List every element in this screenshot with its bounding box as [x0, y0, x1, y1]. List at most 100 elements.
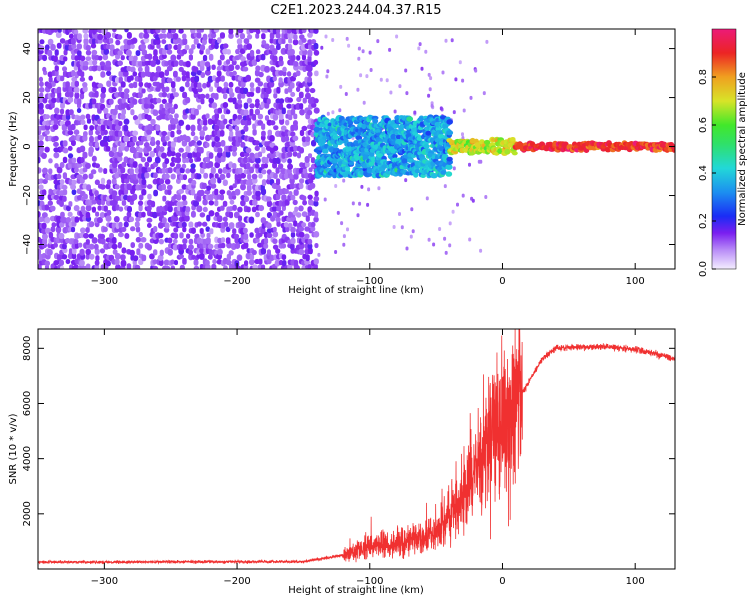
spectrogram-cell	[100, 177, 106, 185]
spectrogram-cell	[120, 145, 126, 151]
spectrogram-cell	[369, 68, 373, 72]
spectrogram-cell	[245, 74, 251, 82]
spectrogram-cell	[73, 238, 79, 245]
spectrogram-cell	[292, 61, 299, 67]
spectrogram-cell	[222, 102, 229, 109]
spectrogram-cell	[164, 222, 170, 229]
spectrogram-cell	[74, 80, 79, 87]
spectrogram-cell	[118, 120, 123, 127]
spectrogram-cell	[38, 134, 44, 141]
spectrogram-cell	[38, 184, 44, 191]
spectrogram-cell	[182, 226, 187, 233]
spectrogram-cell	[62, 66, 68, 72]
spectrogram-cell	[191, 210, 196, 218]
spectrogram-cell	[261, 123, 266, 130]
spectrogram-cell	[94, 163, 100, 169]
spectrogram-cell	[182, 33, 187, 40]
spectrogram-cell	[85, 254, 90, 260]
spectrogram-cell	[208, 210, 215, 217]
spectrogram-cell	[158, 259, 164, 267]
spectrogram-cell	[108, 150, 115, 158]
spectrogram-cell	[196, 140, 202, 146]
spectrogram-cell	[261, 146, 266, 154]
spectrogram-cell	[150, 136, 155, 143]
spectrogram-cell	[166, 31, 173, 39]
spectrogram-cell	[206, 232, 211, 238]
spectrogram-cell	[257, 81, 264, 87]
spectrogram-cell	[163, 259, 170, 266]
spectrogram-cell	[76, 43, 82, 50]
spectrogram-cell	[120, 81, 126, 88]
spectrogram-cell	[68, 201, 73, 207]
spectrogram-cell	[220, 242, 226, 249]
spectrogram-cell	[338, 108, 342, 113]
spectrogram-cell	[152, 109, 159, 116]
spectrogram-cell	[131, 37, 138, 44]
spectrogram-cell	[173, 103, 178, 110]
spectrogram-cell	[226, 172, 231, 179]
spectrogram-cell	[217, 76, 222, 82]
spectrogram-cell	[120, 113, 126, 120]
spectrogram-cell	[89, 135, 94, 143]
spectrogram-cell	[178, 147, 184, 153]
spectrogram-cell	[134, 221, 140, 228]
spectrogram-cell	[216, 215, 223, 223]
spectrogram-cell	[164, 173, 170, 180]
spectrogram-cell	[62, 140, 68, 147]
spectrogram-cell	[392, 225, 396, 229]
spectrogram-cell	[152, 265, 159, 269]
spectrogram-cell	[276, 205, 281, 212]
spectrogram-cell	[98, 55, 103, 61]
spectrogram-cell	[255, 195, 261, 201]
spectrogram-cell	[170, 107, 175, 115]
spectrogram-cell	[47, 200, 53, 206]
spectrogram-cell	[243, 125, 249, 132]
spectrogram-cell	[246, 190, 252, 196]
x-tick-label: 0	[499, 576, 505, 587]
spectrogram-cell	[109, 38, 114, 44]
spectrogram-cell	[85, 162, 91, 169]
spectrogram-cell	[141, 254, 147, 262]
spectrogram-cell	[88, 221, 95, 228]
spectrogram-cell	[258, 151, 263, 158]
spectrogram-cell	[207, 75, 214, 83]
spectrogram-cell	[94, 190, 99, 197]
spectrogram-cell	[147, 93, 153, 100]
spectrogram-cell	[170, 130, 175, 138]
snr-y-ticks: 2000 4000 6000 8000	[22, 336, 675, 527]
spectrogram-cell	[60, 211, 65, 218]
spectrogram-cell	[62, 243, 67, 250]
spectrogram-cell	[210, 32, 217, 39]
spectrogram-cell	[365, 74, 369, 79]
spectrogram-cell	[167, 237, 173, 244]
spectrogram-cell	[44, 146, 50, 153]
spectrogram-cell	[153, 249, 158, 256]
spectrogram-cell	[190, 124, 196, 132]
spectrogram-cell	[287, 163, 293, 170]
spectrogram-cell	[144, 161, 150, 168]
spectrogram-cell	[178, 119, 185, 126]
spectrogram-cell	[275, 32, 281, 39]
spectrogram-cell	[302, 97, 307, 104]
spectrogram-cell	[121, 97, 126, 104]
spectrogram-cell	[222, 179, 228, 186]
spectrogram-cell	[237, 99, 242, 105]
spectrogram-cell	[298, 205, 304, 212]
spectrogram-cell	[67, 253, 73, 260]
spectrogram-cell	[123, 221, 129, 228]
spectrogram-cell	[61, 217, 68, 224]
spectrogram-cell	[62, 254, 68, 260]
spectrogram-cell	[42, 233, 48, 240]
colorbar-gradient	[711, 28, 737, 270]
spectrogram-cell	[196, 205, 203, 213]
spectrogram-cell	[302, 200, 307, 206]
spectrogram-cell	[404, 68, 408, 73]
spectrogram-cell	[173, 233, 179, 239]
spectrogram-cell	[100, 238, 106, 245]
spectrogram-cell	[182, 91, 188, 99]
spectrogram-cell	[234, 188, 241, 196]
spectrogram-cell	[140, 237, 147, 243]
spectrogram-cell	[249, 91, 255, 97]
spectrogram-cell	[38, 108, 45, 115]
spectrogram-cell	[209, 86, 214, 92]
